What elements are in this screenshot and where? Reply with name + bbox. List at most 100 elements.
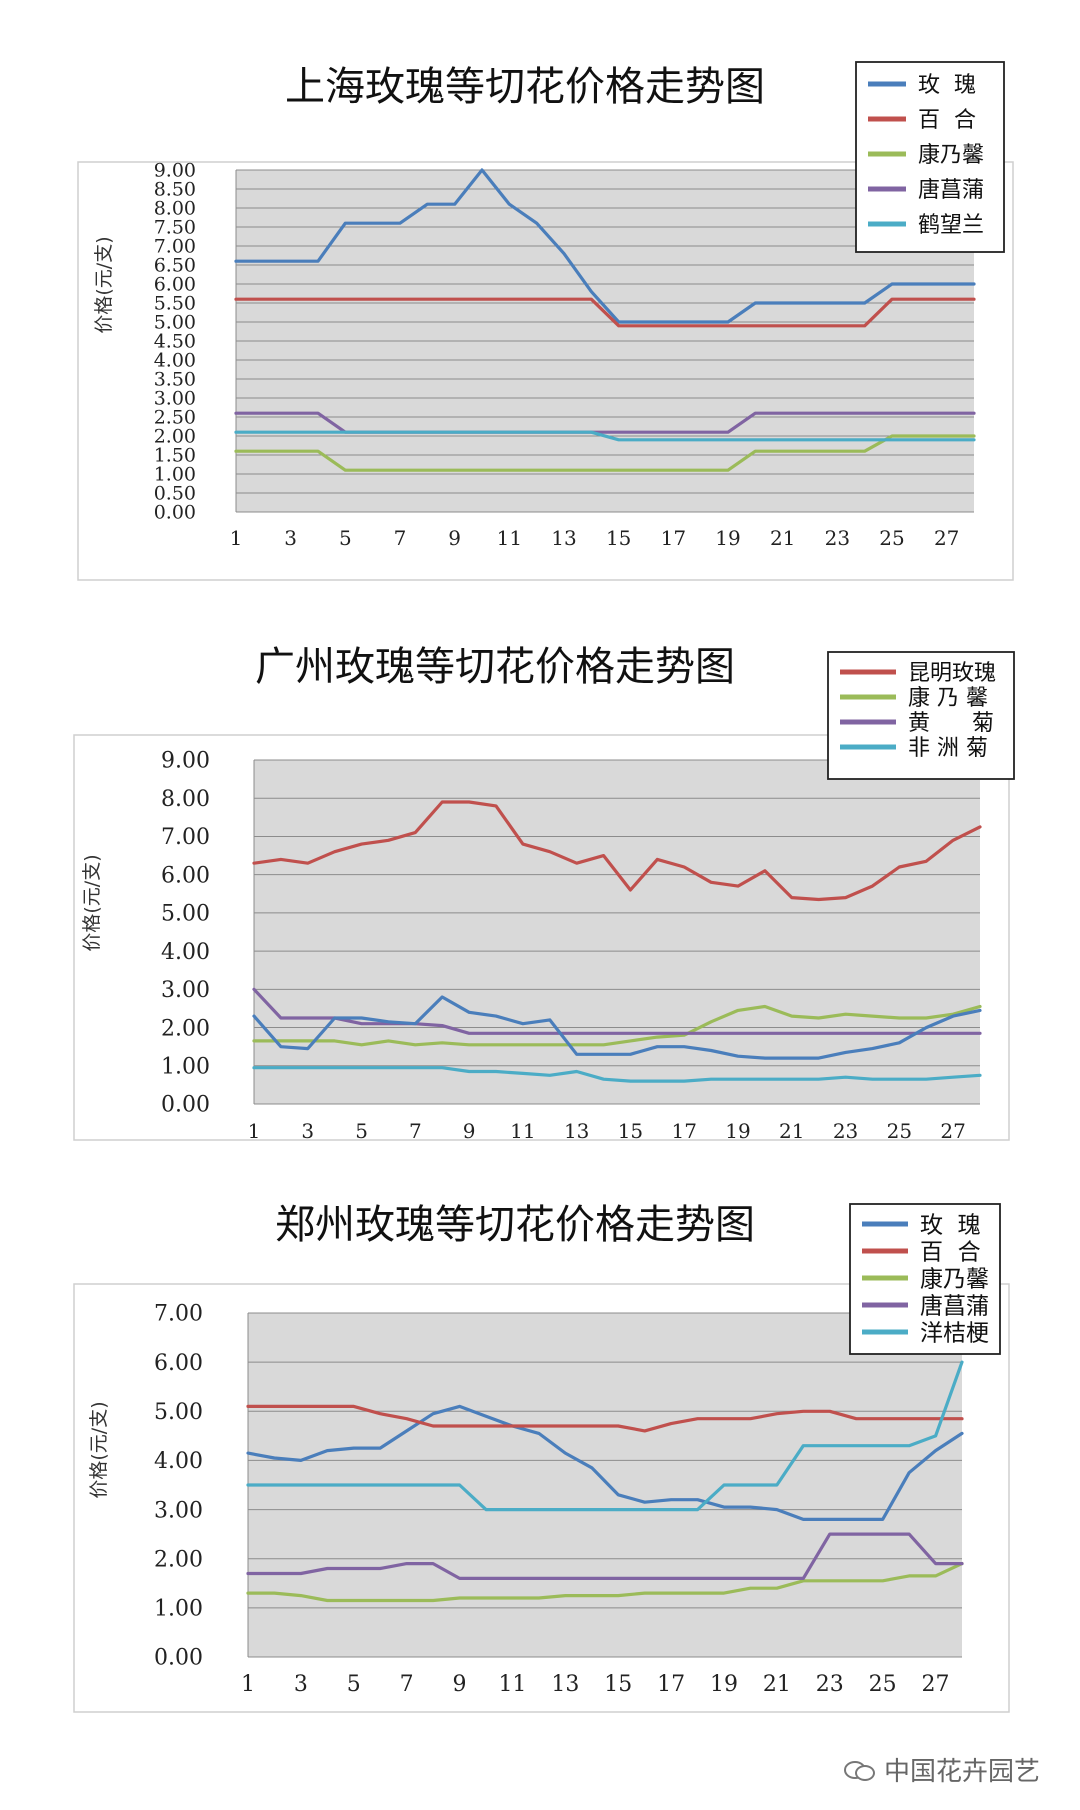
legend-label: 玫 瑰 xyxy=(918,73,976,98)
series-line-2 xyxy=(234,297,976,328)
x-tick-label: 11 xyxy=(510,1119,535,1143)
legend-label: 康乃馨 xyxy=(918,143,984,168)
y-tick-label: 3.00 xyxy=(161,978,210,1003)
y-tick-label: 0.00 xyxy=(161,1093,210,1118)
y-tick-label: 4.00 xyxy=(154,1449,203,1474)
x-tick-label: 13 xyxy=(564,1119,589,1143)
legend-label: 唐菖蒲 xyxy=(918,178,984,203)
y-tick-label: 7.00 xyxy=(161,825,210,850)
y-tick-label: 3.00 xyxy=(154,388,196,410)
y-tick-label: 6.00 xyxy=(154,274,196,296)
y-tick-label: 7.00 xyxy=(154,236,196,258)
y-tick-label: 3.50 xyxy=(154,369,196,391)
chart-title: 广州玫瑰等切花价格走势图 xyxy=(255,644,735,690)
y-tick-label: 5.00 xyxy=(161,902,210,927)
series-line-2 xyxy=(246,1404,964,1433)
x-tick-label: 21 xyxy=(779,1119,804,1143)
y-tick-label: 5.00 xyxy=(154,1400,203,1425)
legend-label: 鹤望兰 xyxy=(918,213,984,238)
x-tick-label: 5 xyxy=(339,526,352,550)
x-tick-label: 1 xyxy=(241,1672,255,1697)
y-axis-label: 价格(元/支) xyxy=(93,236,115,333)
x-tick-label: 9 xyxy=(453,1672,467,1697)
legend-label: 黄 菊 xyxy=(908,711,994,736)
chart-3: 郑州玫瑰等切花价格走势图 0.00 1.00 2.00 3.00 4.00 5.00 6.00… xyxy=(73,1202,1010,1713)
y-tick-label: 6.50 xyxy=(154,255,196,277)
legend-label: 昆明玫瑰 xyxy=(908,661,996,686)
y-tick-label: 0.50 xyxy=(154,483,196,505)
x-tick-label: 19 xyxy=(715,526,740,550)
y-tick-label: 1.50 xyxy=(154,445,196,467)
x-tick-label: 5 xyxy=(347,1672,361,1697)
y-tick-label: 1.00 xyxy=(154,464,196,486)
legend-label: 玫 瑰 xyxy=(920,1212,981,1238)
y-tick-label: 6.00 xyxy=(154,1351,203,1376)
x-tick-label: 7 xyxy=(394,526,407,550)
x-tick-label: 23 xyxy=(825,526,850,550)
series-line-3 xyxy=(234,434,976,472)
y-tick-label: 5.00 xyxy=(154,312,196,334)
series-line-1 xyxy=(234,168,976,324)
x-tick-label: 23 xyxy=(833,1119,858,1143)
legend-label: 唐菖蒲 xyxy=(920,1293,989,1319)
chart-2: 广州玫瑰等切花价格走势图 0.00 1.00 2.00 3.00 4.00 5.00 6.00… xyxy=(73,644,1015,1143)
y-tick-label: 0.00 xyxy=(154,1646,203,1671)
x-tick-label: 3 xyxy=(301,1119,314,1143)
x-tick-label: 21 xyxy=(770,526,795,550)
x-tick-label: 19 xyxy=(725,1119,750,1143)
y-tick-label: 6.00 xyxy=(161,863,210,888)
series-line-3 xyxy=(252,987,982,1035)
y-tick-label: 1.00 xyxy=(154,1597,203,1622)
y-tick-label: 2.50 xyxy=(154,407,196,429)
legend-label: 百 合 xyxy=(920,1239,981,1265)
watermark-text: 中国花卉园艺 xyxy=(883,1757,1040,1787)
x-tick-label: 17 xyxy=(671,1119,696,1143)
series-line-4 xyxy=(252,1066,982,1083)
x-tick-label: 25 xyxy=(869,1672,897,1697)
y-tick-label: 7.50 xyxy=(154,217,196,239)
x-tick-label: 11 xyxy=(497,526,522,550)
x-tick-label: 19 xyxy=(710,1672,738,1697)
y-axis-label: 价格(元/支) xyxy=(81,854,103,951)
series-line-1 xyxy=(246,1404,964,1522)
x-tick-label: 9 xyxy=(463,1119,476,1143)
x-tick-label: 15 xyxy=(604,1672,632,1697)
y-tick-label: 2.00 xyxy=(154,1547,203,1572)
x-tick-label: 3 xyxy=(284,526,297,550)
y-tick-label: 4.00 xyxy=(161,940,210,965)
x-tick-label: 1 xyxy=(230,526,243,550)
y-tick-label: 8.50 xyxy=(154,179,196,201)
y-tick-label: 8.00 xyxy=(161,787,210,812)
x-tick-label: 15 xyxy=(618,1119,643,1143)
y-tick-label: 0.00 xyxy=(154,502,196,524)
x-tick-label: 17 xyxy=(657,1672,685,1697)
x-tick-label: 1 xyxy=(248,1119,261,1143)
x-tick-label: 3 xyxy=(294,1672,308,1697)
x-tick-label: 9 xyxy=(448,526,461,550)
x-tick-label: 27 xyxy=(922,1672,950,1697)
plot-area xyxy=(254,760,980,1104)
x-tick-label: 13 xyxy=(551,526,576,550)
y-tick-label: 5.50 xyxy=(154,293,196,315)
y-tick-label: 3.00 xyxy=(154,1498,203,1523)
x-tick-label: 7 xyxy=(409,1119,422,1143)
legend-box xyxy=(855,61,1005,253)
chart-title: 上海玫瑰等切花价格走势图 xyxy=(285,64,765,110)
series-line-2 xyxy=(252,1004,982,1047)
x-tick-label: 7 xyxy=(400,1672,414,1697)
y-tick-label: 4.00 xyxy=(154,350,196,372)
x-tick-label: 23 xyxy=(816,1672,844,1697)
watermark: 中国花卉园艺 xyxy=(843,1751,1040,1788)
x-tick-label: 25 xyxy=(879,526,904,550)
y-tick-label: 4.50 xyxy=(154,331,196,353)
y-tick-label: 8.00 xyxy=(154,198,196,220)
wechat-icon xyxy=(843,1759,876,1781)
chart-1: 上海玫瑰等切花价格走势图 0.000.501.001.502.002.503.00… xyxy=(77,61,1014,581)
y-tick-label: 2.00 xyxy=(161,1016,210,1041)
x-tick-label: 5 xyxy=(355,1119,368,1143)
y-tick-label: 9.00 xyxy=(161,749,210,774)
x-tick-label: 11 xyxy=(498,1672,526,1697)
y-tick-label: 7.00 xyxy=(154,1302,203,1327)
series-line-3 xyxy=(246,1561,964,1603)
